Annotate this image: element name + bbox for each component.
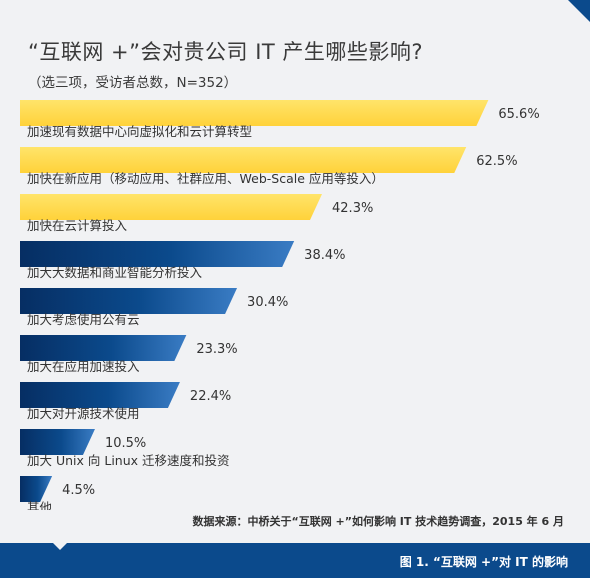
value-label-9: 4.5% (62, 483, 95, 498)
bar-5 (20, 288, 238, 314)
category-label-4: 加大大数据和商业智能分析投入 (27, 265, 203, 280)
bar-2 (20, 147, 467, 173)
category-label-1: 加速现有数据中心向虚拟化和云计算转型 (27, 124, 252, 139)
value-label-8: 10.5% (105, 436, 146, 451)
bar-7 (20, 382, 180, 408)
value-label-4: 38.4% (304, 248, 345, 263)
data-source-note: 数据来源：中桥关于“互联网 +”如何影响 IT 技术趋势调查，2015 年 6 … (192, 515, 564, 528)
chart-subtitle: （选三项，受访者总数，N=352） (28, 75, 238, 91)
category-label-2: 加快在新应用（移动应用、社群应用、Web-Scale 应用等投入） (27, 171, 384, 186)
chart-title: “互联网 +”会对贵公司 IT 产生哪些影响? (28, 40, 424, 64)
bar-9 (20, 476, 53, 502)
bar-3 (20, 194, 323, 220)
value-label-2: 62.5% (476, 154, 517, 169)
bar-8 (20, 429, 95, 455)
category-label-6: 加大在应用加速投入 (27, 359, 140, 374)
bar-6 (20, 335, 187, 361)
footer-notch (52, 542, 68, 550)
bar-4 (20, 241, 295, 267)
corner-accent (568, 0, 590, 22)
category-label-3: 加快在云计算投入 (27, 218, 128, 233)
bar-chart: 65.6% 加速现有数据中心向虚拟化和云计算转型 62.5% 加快在新应用（移动应用、… (20, 100, 540, 510)
bar-1 (20, 100, 489, 126)
value-label-5: 30.4% (247, 295, 288, 310)
category-label-8: 加大 Unix 向 Linux 迁移速度和投资 (27, 453, 230, 468)
category-label-7: 加大对开源技术使用 (27, 406, 140, 421)
value-label-3: 42.3% (332, 201, 373, 216)
category-label-5: 加大考虑使用公有云 (27, 312, 140, 327)
category-label-9: 其他 (27, 500, 53, 510)
footer-bar: 图 1. “互联网 +”对 IT 的影响 (0, 542, 590, 578)
value-label-7: 22.4% (190, 389, 231, 404)
value-label-1: 65.6% (498, 107, 539, 122)
value-label-6: 23.3% (196, 342, 237, 357)
figure-caption: 图 1. “互联网 +”对 IT 的影响 (399, 555, 568, 569)
